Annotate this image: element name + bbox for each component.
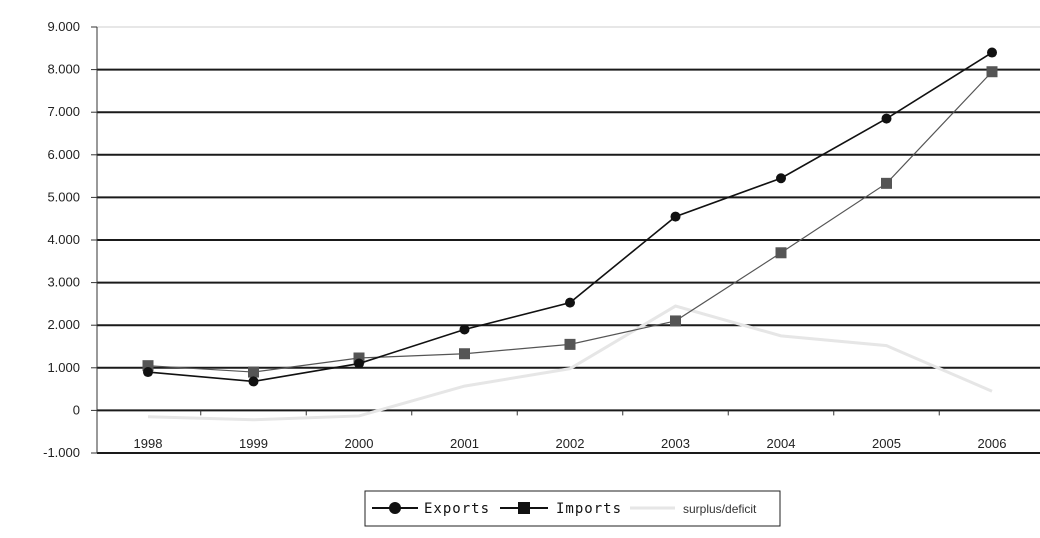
point-exports-2001 [459, 324, 470, 335]
y-tick-label-0: -1.000 [43, 445, 80, 460]
y-tick-label-5: 4.000 [47, 232, 80, 247]
point-imports-1999 [248, 366, 259, 378]
point-exports-2006 [987, 47, 997, 58]
x-tick-label-1999: 1999 [239, 436, 268, 451]
point-imports-2006 [986, 66, 998, 78]
legend-label-imports: Imports [556, 501, 622, 517]
y-tick-label-10: 9.000 [47, 19, 80, 34]
x-tick-label-2003: 2003 [661, 436, 690, 451]
point-imports-2000 [353, 352, 365, 364]
y-tick-label-6: 5.000 [47, 189, 80, 204]
axes: -1.000 0 1.000 2.000 3.000 4.000 5.000 6.000 7.0… [43, 19, 1006, 460]
legend-swatch-marker-imports [518, 502, 530, 514]
legend: Exports Imports surplus/deficit [364, 490, 781, 527]
x-tick-label-2006: 2006 [978, 436, 1007, 451]
point-exports-2000 [354, 358, 364, 369]
point-imports-2001 [459, 348, 470, 360]
legend-box [364, 490, 781, 527]
y-tick-label-7: 6.000 [47, 147, 80, 162]
point-exports-2003 [670, 211, 681, 222]
y-tick-label-2: 1.000 [47, 360, 80, 375]
y-tick-label-8: 7.000 [47, 104, 80, 119]
y-tick-label-1: 0 [73, 402, 80, 417]
x-tick-label-2002: 2002 [556, 436, 585, 451]
point-imports-1998 [142, 360, 154, 372]
series-layer [142, 47, 998, 422]
point-exports-1998 [143, 367, 153, 378]
legend-label-surplus-deficit: surplus/deficit [683, 502, 757, 516]
x-tick-label-2001: 2001 [450, 436, 479, 451]
x-tick-label-1998: 1998 [134, 436, 163, 451]
legend-label-exports: Exports [424, 501, 490, 517]
x-tick-label-2000: 2000 [345, 436, 374, 451]
point-exports-1999 [248, 376, 259, 387]
point-exports-2005 [881, 113, 892, 124]
point-imports-2004 [775, 247, 787, 259]
point-exports-2002 [565, 297, 575, 308]
y-tick-label-9: 8.000 [47, 62, 80, 77]
series-line-surplus-deficit [147, 304, 993, 422]
point-imports-2003 [670, 315, 681, 327]
y-tick-label-4: 3.000 [47, 275, 80, 290]
y-tick-label-3: 2.000 [47, 317, 80, 332]
legend-swatch-marker-exports [389, 502, 401, 514]
point-imports-2005 [881, 177, 892, 189]
x-tick-label-2005: 2005 [872, 436, 901, 451]
point-imports-2002 [564, 338, 576, 350]
point-exports-2004 [776, 173, 786, 184]
x-tick-label-2004: 2004 [767, 436, 796, 451]
